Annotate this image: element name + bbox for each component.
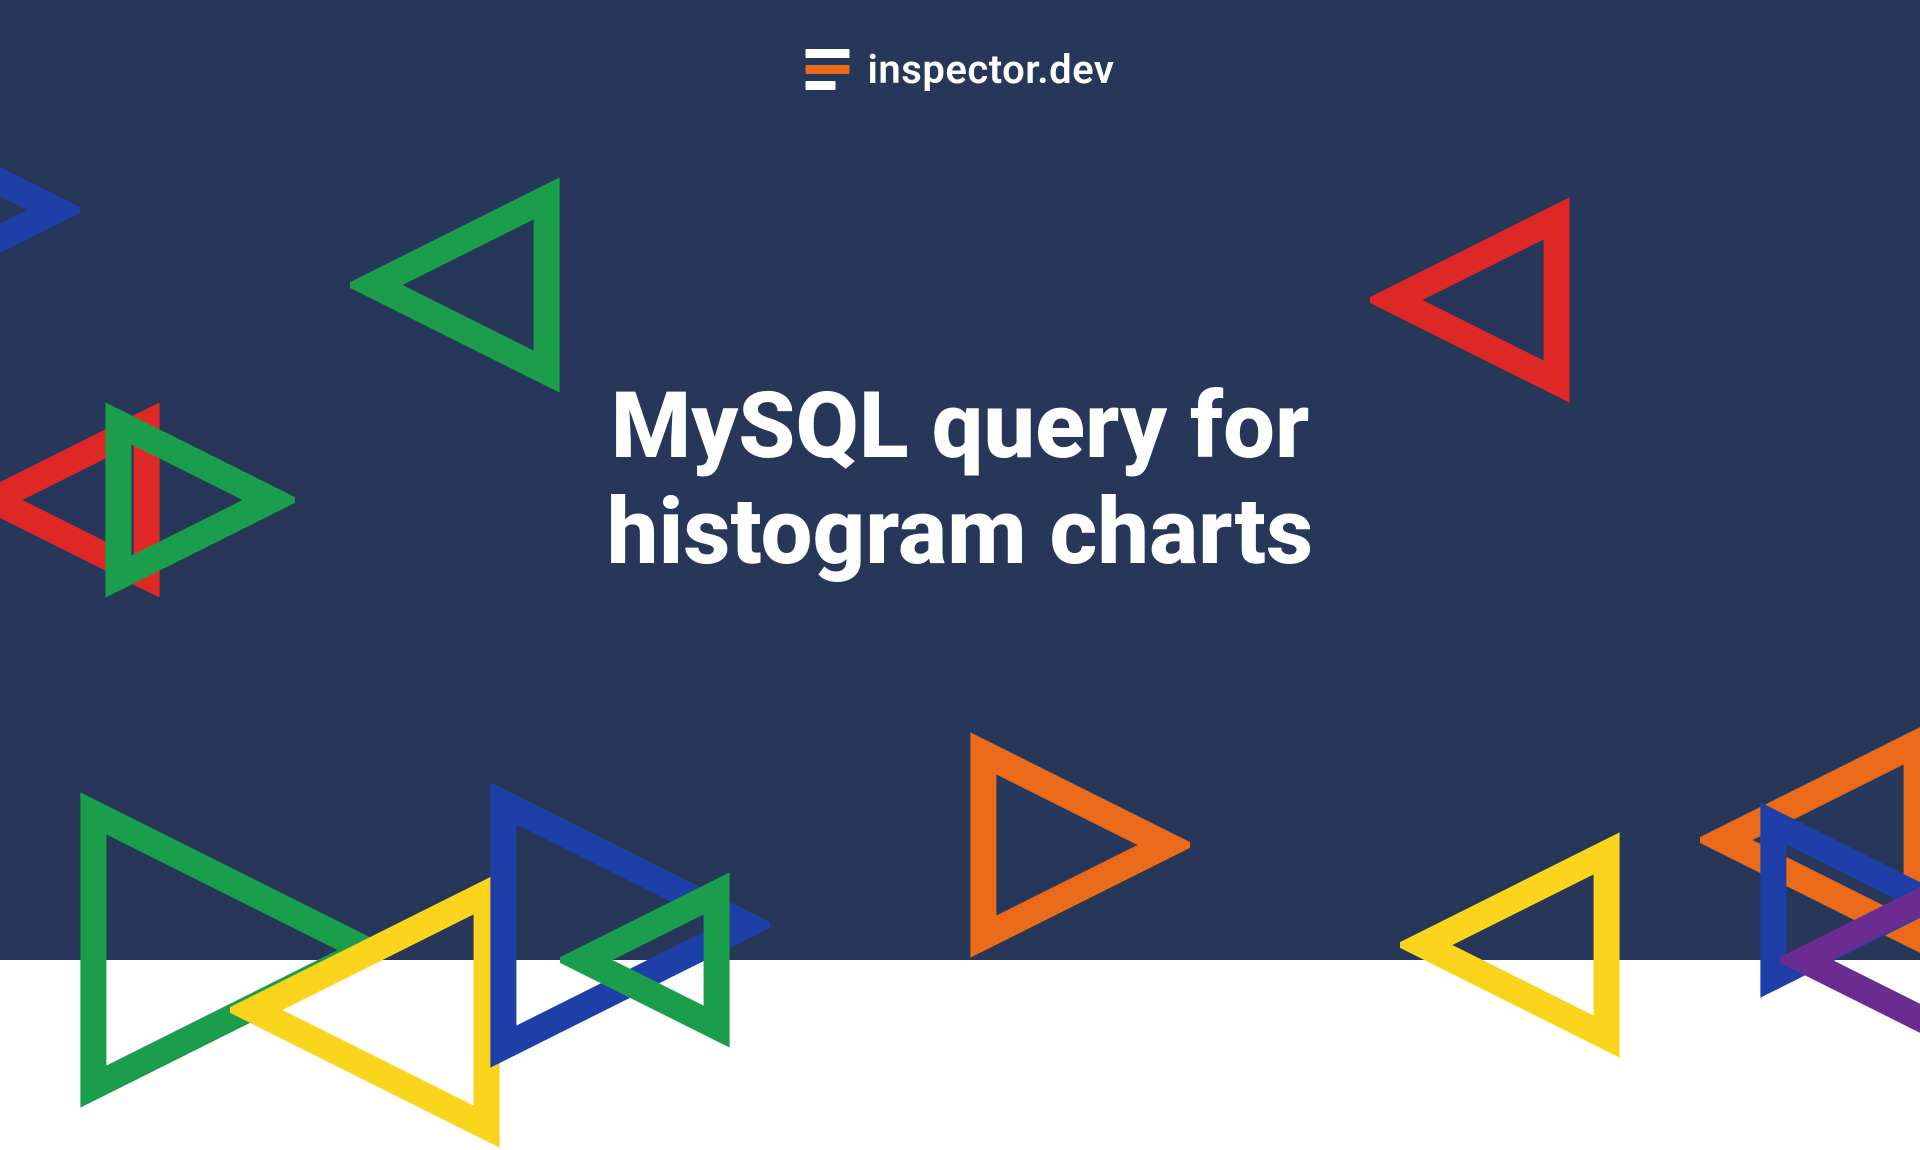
banner-canvas: inspector.dev MySQL query for histogram …	[0, 0, 1920, 960]
triangle-icon	[1780, 870, 1920, 1050]
triangle-icon	[960, 730, 1190, 960]
triangle-icon	[350, 175, 570, 395]
headline-text: MySQL query for histogram charts	[607, 374, 1314, 586]
triangle-icon	[230, 870, 510, 1150]
triangle-icon	[560, 870, 740, 1050]
brand-text: inspector.dev	[868, 46, 1115, 93]
hamburger-logo-icon	[806, 49, 850, 90]
logo-bar	[806, 81, 836, 90]
logo-bar	[806, 65, 850, 74]
triangle-icon	[95, 400, 295, 600]
logo-bar	[806, 49, 850, 58]
triangle-icon	[1400, 830, 1630, 1060]
triangle-icon	[0, 130, 80, 290]
triangle-icon	[1370, 195, 1580, 405]
brand-logo-block: inspector.dev	[806, 46, 1115, 93]
